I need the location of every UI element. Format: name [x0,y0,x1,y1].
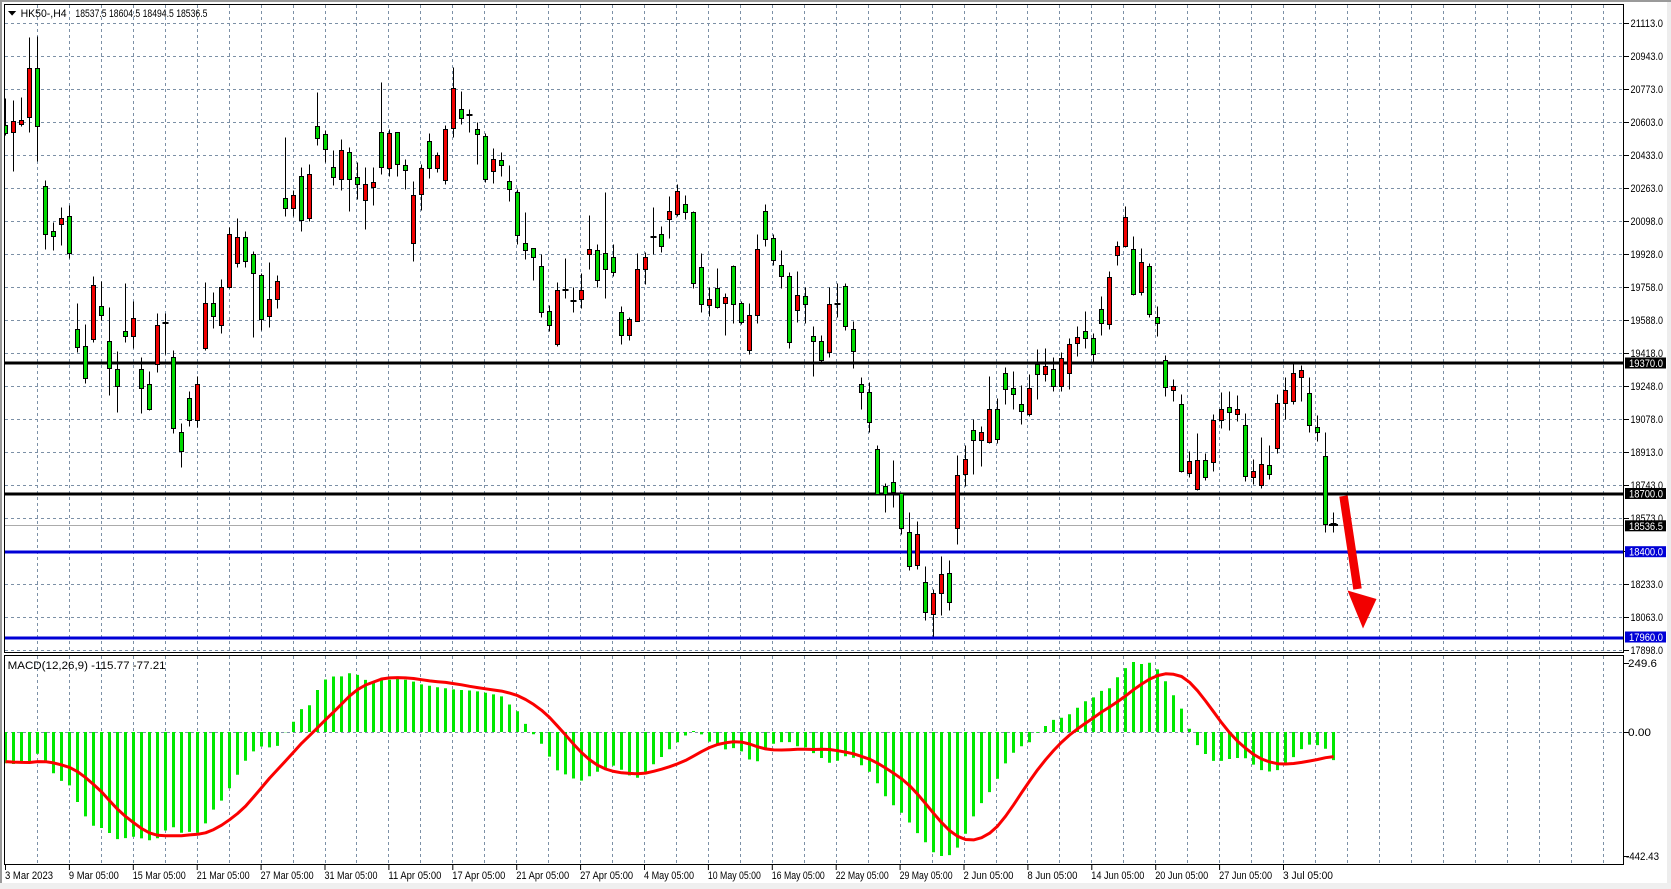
svg-text:15 Mar 05:00: 15 Mar 05:00 [133,870,186,882]
svg-text:10 May 05:00: 10 May 05:00 [708,870,761,882]
svg-text:4 May 05:00: 4 May 05:00 [644,870,694,882]
svg-text:2 Jun 05:00: 2 Jun 05:00 [964,870,1014,882]
svg-text:20433.0: 20433.0 [1631,150,1664,162]
svg-text:8 Jun 05:00: 8 Jun 05:00 [1027,870,1077,882]
svg-text:20603.0: 20603.0 [1631,117,1664,129]
svg-text:18233.0: 18233.0 [1631,579,1664,591]
svg-text:20098.0: 20098.0 [1631,216,1664,228]
svg-text:18913.0: 18913.0 [1631,447,1664,459]
svg-text:18700.0: 18700.0 [1629,489,1663,501]
svg-text:29 May 05:00: 29 May 05:00 [900,870,953,882]
svg-text:21 Mar 05:00: 21 Mar 05:00 [197,870,250,882]
svg-text:9 Mar 05:00: 9 Mar 05:00 [69,870,119,882]
svg-text:19418.0: 19418.0 [1631,348,1664,360]
svg-text:249.6: 249.6 [1628,658,1657,670]
svg-text:3 Mar 2023: 3 Mar 2023 [5,870,53,882]
svg-text:17898.0: 17898.0 [1631,645,1664,657]
svg-text:31 Mar 05:00: 31 Mar 05:00 [325,870,378,882]
svg-text:20773.0: 20773.0 [1631,84,1664,96]
svg-text:MACD(12,26,9) -115.77 -77.21: MACD(12,26,9) -115.77 -77.21 [8,660,166,672]
svg-text:22 May 05:00: 22 May 05:00 [836,870,889,882]
svg-text:20263.0: 20263.0 [1631,183,1664,195]
svg-text:3 Jul 05:00: 3 Jul 05:00 [1283,870,1333,882]
svg-text:20 Jun 05:00: 20 Jun 05:00 [1155,870,1208,882]
svg-text:21 Apr 05:00: 21 Apr 05:00 [516,870,569,882]
svg-text:17 Apr 05:00: 17 Apr 05:00 [452,870,505,882]
svg-text:19758.0: 19758.0 [1631,282,1664,294]
svg-text:18400.0: 18400.0 [1629,547,1663,559]
svg-text:21113.0: 21113.0 [1631,18,1664,30]
svg-text:18536.5: 18536.5 [1629,521,1663,533]
svg-text:14 Jun 05:00: 14 Jun 05:00 [1091,870,1144,882]
svg-text:19928.0: 19928.0 [1631,249,1664,261]
svg-text:19248.0: 19248.0 [1631,381,1664,393]
svg-text:18063.0: 18063.0 [1631,612,1664,624]
svg-text:11 Apr 05:00: 11 Apr 05:00 [388,870,441,882]
svg-text:17960.0: 17960.0 [1629,632,1663,644]
svg-text:20943.0: 20943.0 [1631,51,1664,63]
svg-text:19078.0: 19078.0 [1631,414,1664,426]
svg-text:27 Apr 05:00: 27 Apr 05:00 [580,870,633,882]
svg-text:0.00: 0.00 [1628,727,1651,739]
svg-text:27 Mar 05:00: 27 Mar 05:00 [261,870,314,882]
svg-text:19588.0: 19588.0 [1631,315,1664,327]
svg-text:16 May 05:00: 16 May 05:00 [772,870,825,882]
svg-text:19370.0: 19370.0 [1629,358,1663,370]
svg-text:-442.43: -442.43 [1626,851,1659,863]
svg-text:27 Jun 05:00: 27 Jun 05:00 [1219,870,1272,882]
svg-text:18537.5 18604.5 18494.5 18536.: 18537.5 18604.5 18494.5 18536.5 [75,8,207,20]
svg-text:HK50-,H4: HK50-,H4 [21,8,67,20]
